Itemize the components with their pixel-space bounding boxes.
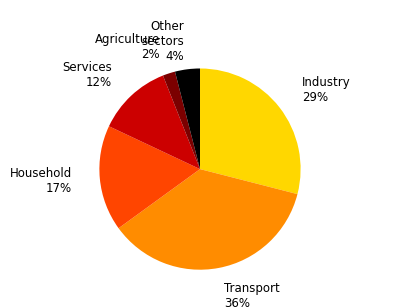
Wedge shape: [119, 169, 298, 270]
Wedge shape: [109, 75, 200, 169]
Wedge shape: [99, 126, 200, 228]
Text: Other
sectors
4%: Other sectors 4%: [141, 20, 184, 63]
Text: Industry
29%: Industry 29%: [302, 76, 350, 104]
Text: Services
12%: Services 12%: [62, 61, 112, 89]
Text: Transport
36%: Transport 36%: [224, 282, 280, 308]
Wedge shape: [163, 72, 200, 169]
Text: Household
17%: Household 17%: [10, 167, 72, 195]
Wedge shape: [175, 68, 200, 169]
Wedge shape: [200, 68, 301, 194]
Text: Agriculture
2%: Agriculture 2%: [95, 33, 160, 61]
